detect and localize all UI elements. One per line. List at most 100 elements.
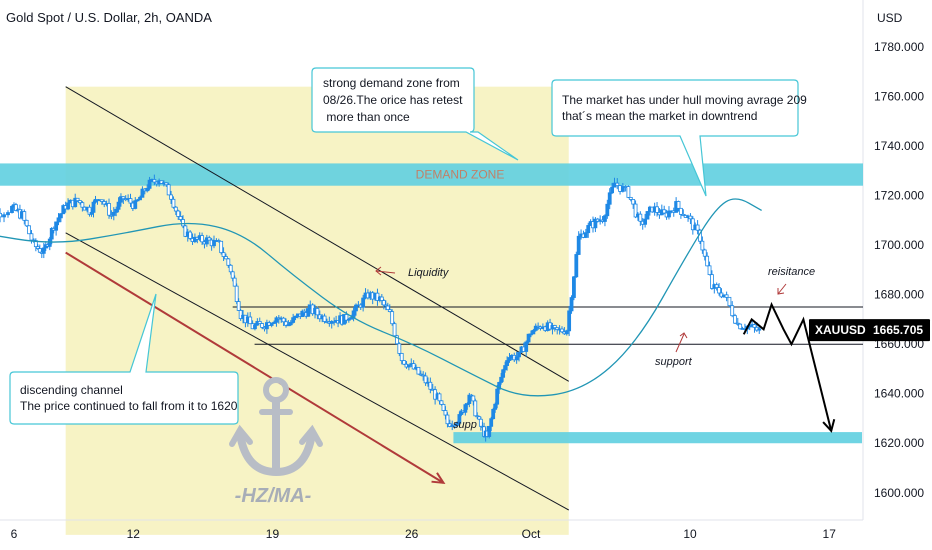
candle (181, 219, 185, 227)
candle (379, 296, 384, 301)
candle (735, 322, 740, 325)
candle (274, 317, 279, 323)
candle (529, 333, 533, 336)
candle (346, 318, 351, 321)
candle (531, 330, 536, 335)
candle (418, 373, 423, 376)
candle (260, 323, 265, 328)
candle (230, 271, 235, 279)
candle (505, 360, 510, 366)
candle (421, 374, 426, 377)
candle (99, 199, 104, 202)
candle (552, 325, 557, 329)
candle (395, 335, 399, 345)
candle (638, 213, 643, 222)
candle (392, 323, 397, 337)
candle (54, 221, 59, 231)
price-tick-label: 1720.000 (874, 189, 924, 203)
candle (58, 213, 63, 219)
candle (662, 209, 667, 214)
channel-upper-line[interactable] (65, 86, 570, 382)
candle (738, 323, 743, 330)
demand-zone[interactable] (0, 163, 863, 186)
candle (631, 199, 636, 205)
price-axis[interactable]: 1600.0001620.0001640.0001660.0001680.000… (874, 40, 924, 500)
candle (445, 414, 450, 425)
candle (29, 233, 34, 241)
candle (385, 305, 390, 311)
candle (514, 356, 519, 361)
candle (37, 248, 42, 253)
candle (443, 410, 448, 416)
channel-lower-line[interactable] (65, 232, 569, 511)
candle (620, 186, 625, 192)
candle (727, 296, 732, 307)
watermark-text: -HZ/MA- (235, 485, 312, 507)
candle (128, 198, 133, 204)
candle (73, 197, 78, 208)
candle (147, 179, 152, 189)
time-tick-label: 12 (127, 527, 141, 541)
candle (145, 187, 150, 192)
candle (501, 369, 506, 378)
candle (399, 353, 404, 362)
time-tick-label: 6 (11, 527, 18, 541)
candle (626, 186, 631, 198)
candle (455, 422, 459, 426)
candle (91, 201, 96, 213)
candle (322, 315, 327, 322)
badge-symbol: XAUUSD (815, 323, 866, 337)
candle (116, 201, 121, 210)
candle (272, 321, 276, 324)
candle (457, 414, 462, 424)
candle (219, 240, 224, 254)
demand-zone-label: DEMAND ZONE (416, 168, 505, 182)
candle (133, 200, 138, 209)
support-zone[interactable] (453, 432, 862, 444)
candle (402, 360, 407, 365)
candle (695, 224, 700, 231)
anchor-icon (229, 377, 323, 477)
candle (593, 218, 598, 229)
time-tick-label: Oct (522, 527, 541, 541)
last-price-badge[interactable]: XAUUSD 1665.705 (809, 319, 930, 342)
candle (284, 321, 288, 326)
candle (315, 308, 320, 316)
price-tick-label: 1640.000 (874, 387, 924, 401)
candle (41, 247, 46, 254)
price-tick-label: 1780.000 (874, 40, 924, 54)
candle (428, 381, 433, 390)
candle (586, 225, 591, 234)
candle (733, 315, 737, 324)
candle (111, 211, 116, 216)
demand-note-line-2: 08/26.The orice has retest (323, 93, 463, 107)
candle (269, 323, 274, 326)
support-marker: support (655, 332, 693, 368)
candles (0, 174, 762, 442)
candle (107, 203, 111, 216)
candle (10, 205, 14, 213)
candle (700, 240, 705, 251)
candle (238, 310, 243, 319)
time-axis[interactable]: 6 12 19 26 Oct 10 17 (11, 527, 837, 541)
candle (183, 225, 188, 237)
candle (78, 200, 82, 204)
candle (757, 328, 762, 331)
candle (467, 394, 472, 404)
candle (121, 196, 126, 200)
candle (437, 393, 442, 402)
hull-callout: The market has under hull moving avrage … (551, 79, 807, 197)
candle (390, 311, 395, 325)
candle (221, 252, 226, 257)
candle (710, 274, 714, 289)
candle (171, 198, 176, 208)
candle (169, 194, 173, 200)
candle (173, 206, 178, 212)
candle (574, 254, 579, 278)
candle (603, 215, 607, 222)
candle (166, 184, 171, 196)
candle (406, 364, 411, 368)
candle (138, 196, 142, 201)
candle (478, 418, 483, 427)
